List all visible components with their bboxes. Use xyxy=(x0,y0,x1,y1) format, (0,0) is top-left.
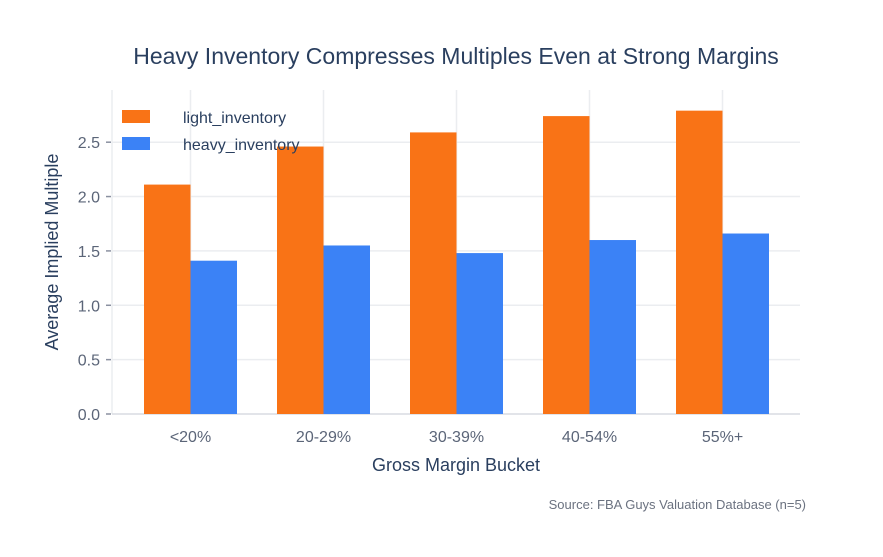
heavy-inventory-bar xyxy=(722,233,769,414)
light-inventory-bar xyxy=(543,116,590,414)
source-annotation: Source: FBA Guys Valuation Database (n=5… xyxy=(549,497,806,512)
y-tick-label: 0.5 xyxy=(78,353,100,370)
y-tick-label: 2.0 xyxy=(78,190,100,207)
light-inventory-bar xyxy=(410,132,457,414)
legend-swatch-light-inventory xyxy=(122,110,150,123)
y-tick-label: 2.5 xyxy=(78,135,100,152)
heavy-inventory-bar xyxy=(190,260,237,414)
heavy-inventory-bar xyxy=(456,253,503,414)
y-tick-label: 1.0 xyxy=(78,298,100,315)
chart-title: Heavy Inventory Compresses Multiples Eve… xyxy=(133,43,779,69)
light-inventory-bar xyxy=(676,110,723,414)
legend-swatch-heavy-inventory xyxy=(122,137,150,150)
x-tick-label: 20-29% xyxy=(296,429,351,446)
x-axis-label: Gross Margin Bucket xyxy=(372,455,540,475)
heavy-inventory-bar xyxy=(323,245,370,414)
legend-label-heavy-inventory: heavy_inventory xyxy=(183,137,300,154)
x-tick-label: 40-54% xyxy=(562,429,617,446)
x-tick-label: <20% xyxy=(170,429,211,446)
heavy-inventory-bar xyxy=(589,240,636,414)
light-inventory-bar xyxy=(144,184,191,414)
y-axis-label: Average Implied Multiple xyxy=(42,154,62,351)
x-tick-label: 55%+ xyxy=(702,429,743,446)
y-tick-label: 1.5 xyxy=(78,244,100,261)
light-inventory-bar xyxy=(277,146,324,414)
x-tick-label: 30-39% xyxy=(429,429,484,446)
legend-label-light-inventory: light_inventory xyxy=(183,110,286,127)
y-tick-label: 0.0 xyxy=(78,407,100,424)
